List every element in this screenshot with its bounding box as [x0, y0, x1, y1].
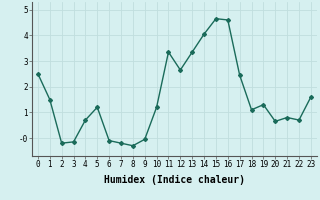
X-axis label: Humidex (Indice chaleur): Humidex (Indice chaleur) [104, 175, 245, 185]
